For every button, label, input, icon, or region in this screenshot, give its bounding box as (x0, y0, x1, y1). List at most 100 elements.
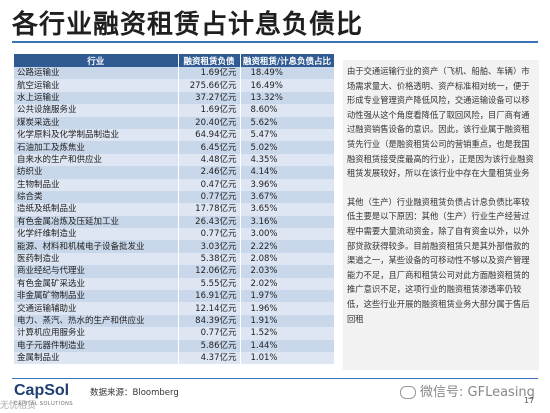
cell-ratio: 2.22% (239, 240, 334, 253)
cell-lease-debt: 26.43亿元 (177, 215, 240, 229)
table-row: 综合类 0.77亿元 3.67% (14, 190, 334, 204)
cell-industry: 医药制造业 (14, 252, 178, 266)
table-row: 造纸及纸制品业 17.78亿元 3.65% (14, 203, 334, 216)
cell-industry: 纺织业 (14, 166, 178, 179)
cell-lease-debt: 16.91亿元 (177, 290, 240, 303)
table-row: 医药制造业 5.38亿元 2.08% (14, 252, 334, 266)
cell-industry: 能源、材料和机械电子设备批发业 (14, 240, 178, 253)
title-divider (12, 41, 538, 43)
cell-ratio: 18.49% (239, 67, 334, 80)
cell-ratio: 8.60% (239, 104, 334, 117)
table-row: 计算机应用服务业 0.77亿元 1.52% (14, 327, 334, 340)
cell-lease-debt: 1.69亿元 (177, 67, 240, 80)
cell-ratio: 1.44% (239, 339, 334, 352)
table-header-row: 行业 融资租赁负债 融资租赁/计息负债占比 (14, 54, 335, 67)
cell-industry: 化学原料及化学制品制造业 (14, 128, 178, 142)
cell-lease-debt: 84.39亿元 (177, 314, 240, 328)
industry-table: 行业 融资租赁负债 融资租赁/计息负债占比 公路运输业 1.69亿元 18.49% 航… (14, 54, 335, 365)
cell-ratio: 3.65% (239, 203, 334, 216)
table-row: 航空运输业 275.66亿元 16.49% (14, 79, 334, 92)
cell-lease-debt: 0.77亿元 (177, 327, 240, 340)
cell-lease-debt: 12.06亿元 (177, 265, 240, 278)
cell-lease-debt: 0.77亿元 (177, 190, 240, 204)
footer-divider (12, 378, 538, 379)
table-row: 煤炭采选业 20.40亿元 5.62% (14, 116, 334, 129)
table-row: 非金属矿物制品业 16.91亿元 1.97% (14, 290, 334, 303)
cell-industry: 计算机应用服务业 (14, 327, 178, 340)
cell-ratio: 1.96% (239, 302, 334, 315)
cell-ratio: 1.52% (239, 327, 334, 340)
cell-ratio: 2.08% (239, 252, 334, 266)
table-row: 石油加工及炼焦业 6.45亿元 5.02% (14, 141, 334, 154)
cell-ratio: 1.97% (239, 290, 334, 303)
cell-industry: 煤炭采选业 (14, 116, 178, 129)
cell-lease-debt: 0.77亿元 (177, 228, 240, 241)
wechat-icon (400, 386, 416, 399)
cell-ratio: 3.16% (239, 215, 334, 229)
table-row: 有色金属矿采选业 5.55亿元 2.02% (14, 277, 334, 291)
data-source: 数据来源：Bloomberg (90, 388, 179, 398)
cell-lease-debt: 6.45亿元 (177, 141, 240, 154)
cell-ratio: 5.47% (239, 128, 334, 142)
cell-ratio: 1.01% (239, 351, 334, 365)
table-body: 公路运输业 1.69亿元 18.49% 航空运输业 275.66亿元 16.49% 水上运输… (14, 67, 334, 365)
table-row: 交通运输辅助业 12.14亿元 1.96% (14, 302, 334, 315)
table-row: 公共设施服务业 1.69亿元 8.60% (14, 104, 334, 117)
cell-industry: 商业经纪与代理业 (14, 265, 178, 278)
cell-ratio: 13.32% (239, 91, 334, 105)
cell-lease-debt: 0.47亿元 (177, 178, 240, 191)
cell-lease-debt: 12.14亿元 (177, 302, 240, 315)
cell-industry: 公共设施服务业 (14, 104, 178, 117)
cell-industry: 有色金属冶炼及压延加工业 (14, 215, 178, 229)
cell-industry: 造纸及纸制品业 (14, 203, 178, 216)
table-row: 水上运输业 37.27亿元 13.32% (14, 91, 334, 105)
cell-lease-debt: 275.66亿元 (177, 79, 240, 92)
cell-lease-debt: 4.37亿元 (177, 351, 240, 365)
page-number: 17 (524, 396, 535, 405)
logo-subtitle: CAPITAL SOLUTIONS (14, 401, 74, 407)
analysis-paragraph-transport: 由于交通运输行业的资产（飞机、船舶、车辆）市场需求量大、价格透明、资产标准相对统… (347, 66, 534, 179)
table-row: 化学原料及化学制品制造业 64.94亿元 5.47% (14, 128, 334, 142)
cell-industry: 有色金属矿采选业 (14, 277, 178, 291)
column-header-industry: 行业 (14, 54, 179, 67)
cell-ratio: 3.67% (239, 190, 334, 204)
cell-industry: 航空运输业 (14, 79, 178, 92)
cell-industry: 生物制品业 (14, 178, 178, 191)
table-row: 金属制品业 4.37亿元 1.01% (14, 351, 334, 365)
capsol-logo: CapSol CAPITAL SOLUTIONS (14, 382, 73, 407)
cell-lease-debt: 17.78亿元 (177, 203, 240, 216)
cell-ratio: 3.96% (239, 178, 334, 191)
table-row: 电子元器件制造业 5.86亿元 1.44% (14, 339, 334, 352)
page-title: 各行业融资租赁占计息负债比 (12, 10, 364, 40)
cell-industry: 非金属矿物制品业 (14, 290, 178, 303)
cell-lease-debt: 20.40亿元 (177, 116, 240, 129)
cell-lease-debt: 5.86亿元 (177, 339, 240, 352)
column-header-lease-debt: 融资租赁负债 (178, 54, 241, 67)
analysis-paragraph-other: 其他（生产）行业融资租赁负债占计息负债比率较低主要是以下原因：其他（生产）行业生… (347, 196, 530, 324)
column-header-ratio: 融资租赁/计息负债占比 (240, 54, 335, 67)
cell-ratio: 4.14% (239, 166, 334, 179)
cell-industry: 自来水的生产和供应业 (14, 153, 178, 167)
table-row: 有色金属冶炼及压延加工业 26.43亿元 3.16% (14, 215, 334, 229)
cell-lease-debt: 2.46亿元 (177, 166, 240, 179)
cell-ratio: 2.03% (239, 265, 334, 278)
cell-lease-debt: 64.94亿元 (177, 128, 240, 142)
table-row: 纺织业 2.46亿元 4.14% (14, 166, 334, 179)
corner-watermark: 无忧租赁 (0, 401, 37, 411)
table-row: 商业经纪与代理业 12.06亿元 2.03% (14, 265, 334, 278)
cell-lease-debt: 5.38亿元 (177, 252, 240, 266)
table-row: 自来水的生产和供应业 4.48亿元 4.35% (14, 153, 334, 167)
cell-industry: 电子元器件制造业 (14, 339, 178, 352)
cell-lease-debt: 4.48亿元 (177, 153, 240, 167)
cell-ratio: 5.02% (239, 141, 334, 154)
cell-industry: 综合类 (14, 190, 178, 204)
cell-industry: 化学纤维制造业 (14, 228, 178, 241)
cell-ratio: 5.62% (239, 116, 334, 129)
cell-industry: 石油加工及炼焦业 (14, 141, 178, 154)
table-row: 化学纤维制造业 0.77亿元 3.00% (14, 228, 334, 241)
cell-lease-debt: 3.03亿元 (177, 240, 240, 253)
cell-industry: 交通运输辅助业 (14, 302, 178, 315)
cell-ratio: 1.91% (239, 314, 334, 328)
cell-lease-debt: 5.55亿元 (177, 277, 240, 291)
cell-industry: 电力、蒸汽、热水的生产和供应业 (14, 314, 178, 328)
